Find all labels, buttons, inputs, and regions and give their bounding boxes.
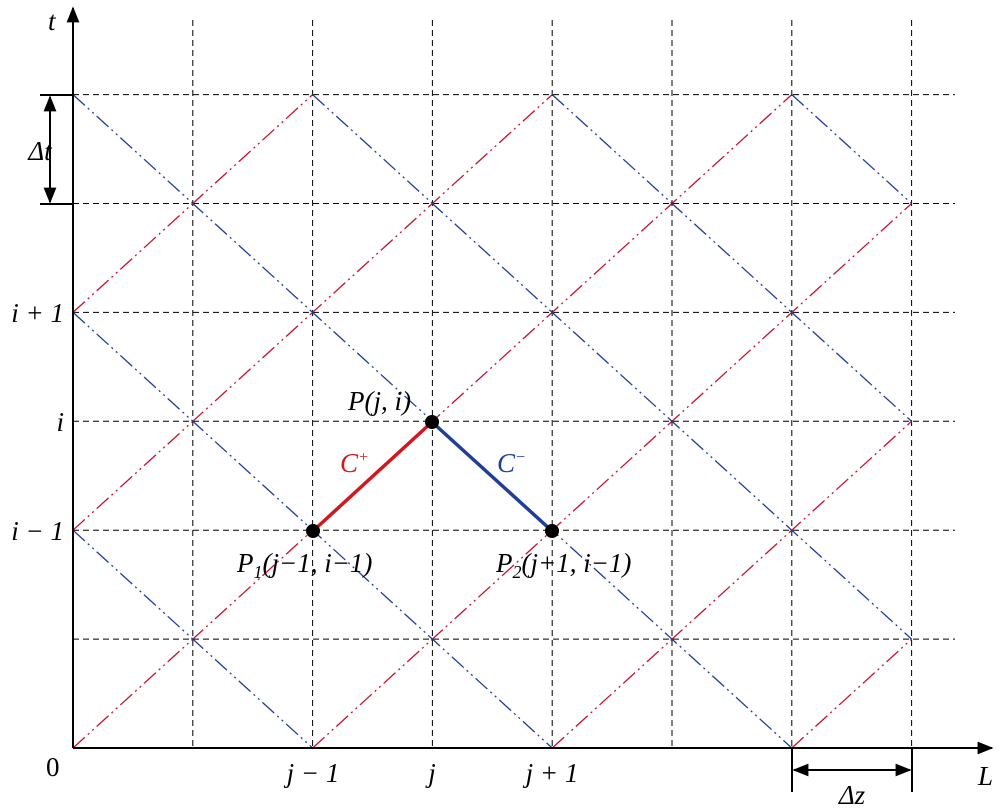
c-minus-sup: −	[515, 449, 526, 466]
p2-coords: (j+1, i−1)	[522, 548, 632, 578]
x-tick-label: j + 1	[523, 758, 579, 788]
c-minus-line	[430, 420, 554, 533]
y-tick-label: i	[56, 407, 64, 437]
c-minus-base: C	[497, 448, 516, 478]
y-axis-label: t	[48, 6, 57, 36]
p1-sub: 1	[254, 562, 263, 582]
x-tick-label: j	[425, 758, 436, 788]
p1-base: P	[236, 548, 254, 578]
c-plus-line	[311, 420, 434, 533]
c-minus-label: C−	[497, 448, 526, 478]
p1-coords: (j−1, i−1)	[263, 548, 373, 578]
point-p1	[306, 524, 320, 538]
p2-label: P2(j+1, i−1)	[495, 548, 631, 582]
dz-label: Δz	[838, 780, 866, 810]
c-plus-sup: +	[358, 449, 369, 466]
c-plus-label: C+	[340, 448, 369, 478]
y-tick-label: i − 1	[11, 516, 64, 546]
p-label: P(j, i)	[347, 386, 411, 416]
y-tick-label: i + 1	[11, 298, 64, 328]
red-characteristic	[551, 420, 913, 749]
x-tick-label: j − 1	[284, 758, 340, 788]
p2-base: P	[495, 548, 513, 578]
point-p	[425, 415, 439, 429]
origin-label: 0	[46, 752, 60, 782]
blue-characteristic	[551, 94, 913, 422]
x-axis-label: L	[977, 761, 993, 791]
point-p2	[545, 524, 559, 538]
blue-characteristic	[72, 529, 314, 749]
p2-sub: 2	[513, 562, 522, 582]
p1-label: P1(j−1, i−1)	[236, 548, 372, 582]
grid-layer	[72, 20, 955, 749]
dt-label: Δt	[27, 136, 53, 166]
red-characteristic	[312, 203, 913, 749]
blue-characteristic	[791, 94, 913, 204]
red-characteristic	[791, 638, 913, 749]
c-plus-base: C	[340, 448, 359, 478]
blue-characteristic	[312, 94, 913, 640]
